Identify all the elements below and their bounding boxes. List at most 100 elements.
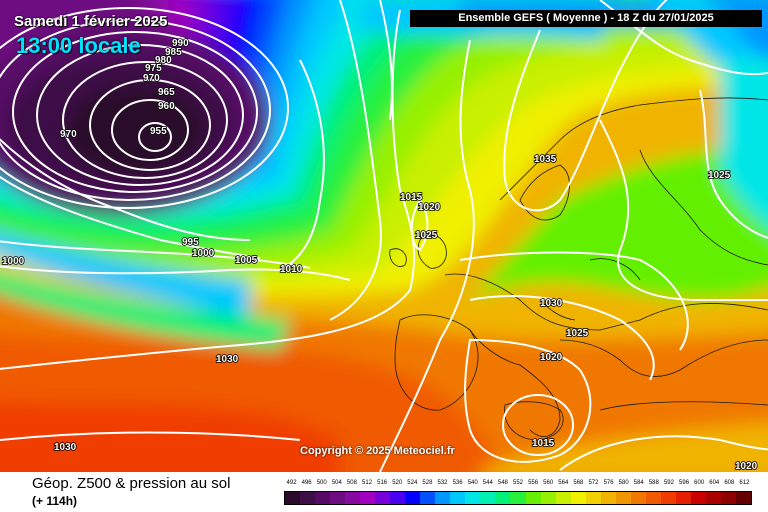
legend-swatch bbox=[675, 492, 691, 504]
pressure-label: 970 bbox=[143, 73, 160, 84]
legend-swatch bbox=[420, 492, 436, 504]
legend-swatch bbox=[300, 492, 316, 504]
legend-swatch bbox=[585, 492, 601, 504]
pressure-label: 1010 bbox=[280, 264, 303, 275]
pressure-label: 1020 bbox=[418, 202, 441, 213]
pressure-label: 975 bbox=[145, 63, 162, 74]
legend-label: 564 bbox=[558, 480, 569, 486]
legend-label: 588 bbox=[648, 480, 659, 486]
legend-swatch bbox=[330, 492, 346, 504]
legend-swatch bbox=[480, 492, 496, 504]
pressure-label: 1020 bbox=[540, 352, 563, 363]
pressure-label: 1030 bbox=[216, 354, 239, 365]
legend-label: 572 bbox=[588, 480, 599, 486]
legend-label: 584 bbox=[633, 480, 644, 486]
legend-label: 508 bbox=[346, 480, 357, 486]
pressure-label: 1030 bbox=[540, 298, 563, 309]
legend-label: 608 bbox=[724, 480, 735, 486]
legend-label: 532 bbox=[437, 480, 448, 486]
legend-label: 512 bbox=[362, 480, 373, 486]
pressure-label: 970 bbox=[60, 129, 77, 140]
legend-label: 492 bbox=[286, 480, 297, 486]
pressure-label: 995 bbox=[182, 237, 199, 248]
legend-swatch bbox=[285, 492, 301, 504]
legend-swatch bbox=[390, 492, 406, 504]
legend-label: 552 bbox=[512, 480, 523, 486]
copyright-text: Copyright © 2025 Meteociel.fr bbox=[300, 445, 455, 457]
legend-swatch bbox=[705, 492, 721, 504]
legend-label: 612 bbox=[739, 480, 750, 486]
pressure-label: 1000 bbox=[2, 256, 25, 267]
legend-label: 576 bbox=[603, 480, 614, 486]
legend-label: 500 bbox=[316, 480, 327, 486]
pressure-label: 1025 bbox=[708, 170, 731, 181]
legend-swatch bbox=[630, 492, 646, 504]
legend-swatch bbox=[495, 492, 511, 504]
legend-label: 592 bbox=[663, 480, 674, 486]
legend-swatch bbox=[510, 492, 526, 504]
pressure-label: 980 bbox=[155, 55, 172, 66]
legend-swatch bbox=[660, 492, 676, 504]
legend-label: 556 bbox=[528, 480, 539, 486]
legend-label: 496 bbox=[301, 480, 312, 486]
pressure-labels: 990 985 980 975 970 965 960 955 970 995 … bbox=[1, 37, 758, 472]
legend-label: 600 bbox=[694, 480, 705, 486]
legend-swatch bbox=[315, 492, 331, 504]
legend-swatch bbox=[435, 492, 451, 504]
legend-label: 596 bbox=[679, 480, 690, 486]
legend-label: 516 bbox=[377, 480, 388, 486]
legend-swatch bbox=[615, 492, 631, 504]
legend-label: 548 bbox=[497, 480, 508, 486]
legend-label: 520 bbox=[392, 480, 403, 486]
pressure-label: 1025 bbox=[566, 328, 589, 339]
legend-label: 580 bbox=[618, 480, 629, 486]
z500-color-field bbox=[0, 0, 768, 472]
legend-label: 504 bbox=[331, 480, 342, 486]
pressure-label: 960 bbox=[158, 101, 175, 112]
legend-swatch bbox=[540, 492, 556, 504]
legend-swatch bbox=[720, 492, 736, 504]
legend-swatch bbox=[465, 492, 481, 504]
pressure-label: 1015 bbox=[400, 192, 423, 203]
legend-swatch bbox=[375, 492, 391, 504]
forecast-local-time: 13:00 locale bbox=[16, 33, 141, 58]
pressure-label: 990 bbox=[172, 38, 189, 49]
parameter-title: Géop. Z500 & pression au sol bbox=[32, 475, 231, 492]
pressure-label: 1025 bbox=[415, 230, 438, 241]
legend-swatch bbox=[600, 492, 616, 504]
legend-label: 540 bbox=[467, 480, 478, 486]
legend-label: 560 bbox=[543, 480, 554, 486]
geopotential-map: 990 985 980 975 970 965 960 955 970 995 … bbox=[0, 0, 768, 472]
legend-swatch bbox=[450, 492, 466, 504]
legend-label: 544 bbox=[482, 480, 493, 486]
forecast-date: Samedi 1 février 2025 bbox=[14, 13, 168, 30]
legend-swatch bbox=[345, 492, 361, 504]
isobars bbox=[0, 0, 768, 472]
pressure-label: 1020 bbox=[735, 461, 758, 472]
pressure-label: 985 bbox=[165, 47, 182, 58]
legend-label: 568 bbox=[573, 480, 584, 486]
legend-swatch bbox=[570, 492, 586, 504]
color-scale-bar bbox=[284, 491, 752, 505]
color-scale-labels: 492 496 500 504 508 512 516 520 524 528 532 536 540 5… bbox=[284, 480, 752, 490]
legend-swatch bbox=[645, 492, 661, 504]
legend-swatch bbox=[360, 492, 376, 504]
legend-swatch bbox=[525, 492, 541, 504]
pressure-label: 1000 bbox=[192, 248, 215, 259]
pressure-label: 1035 bbox=[534, 154, 557, 165]
legend-label: 536 bbox=[452, 480, 463, 486]
legend-label: 528 bbox=[422, 480, 433, 486]
legend-swatch bbox=[405, 492, 421, 504]
forecast-hour: (+ 114h) bbox=[32, 494, 78, 508]
pressure-label: 1005 bbox=[235, 255, 258, 266]
pressure-label: 955 bbox=[150, 126, 167, 137]
legend-swatch bbox=[555, 492, 571, 504]
coastlines bbox=[389, 97, 768, 441]
pressure-label: 1015 bbox=[532, 438, 555, 449]
pressure-label: 1030 bbox=[54, 442, 77, 453]
model-run-label: Ensemble GEFS ( Moyenne ) - 18 Z du 27/0… bbox=[410, 10, 762, 27]
legend-label: 604 bbox=[709, 480, 720, 486]
pressure-label: 965 bbox=[158, 87, 175, 98]
legend-label: 524 bbox=[407, 480, 418, 486]
